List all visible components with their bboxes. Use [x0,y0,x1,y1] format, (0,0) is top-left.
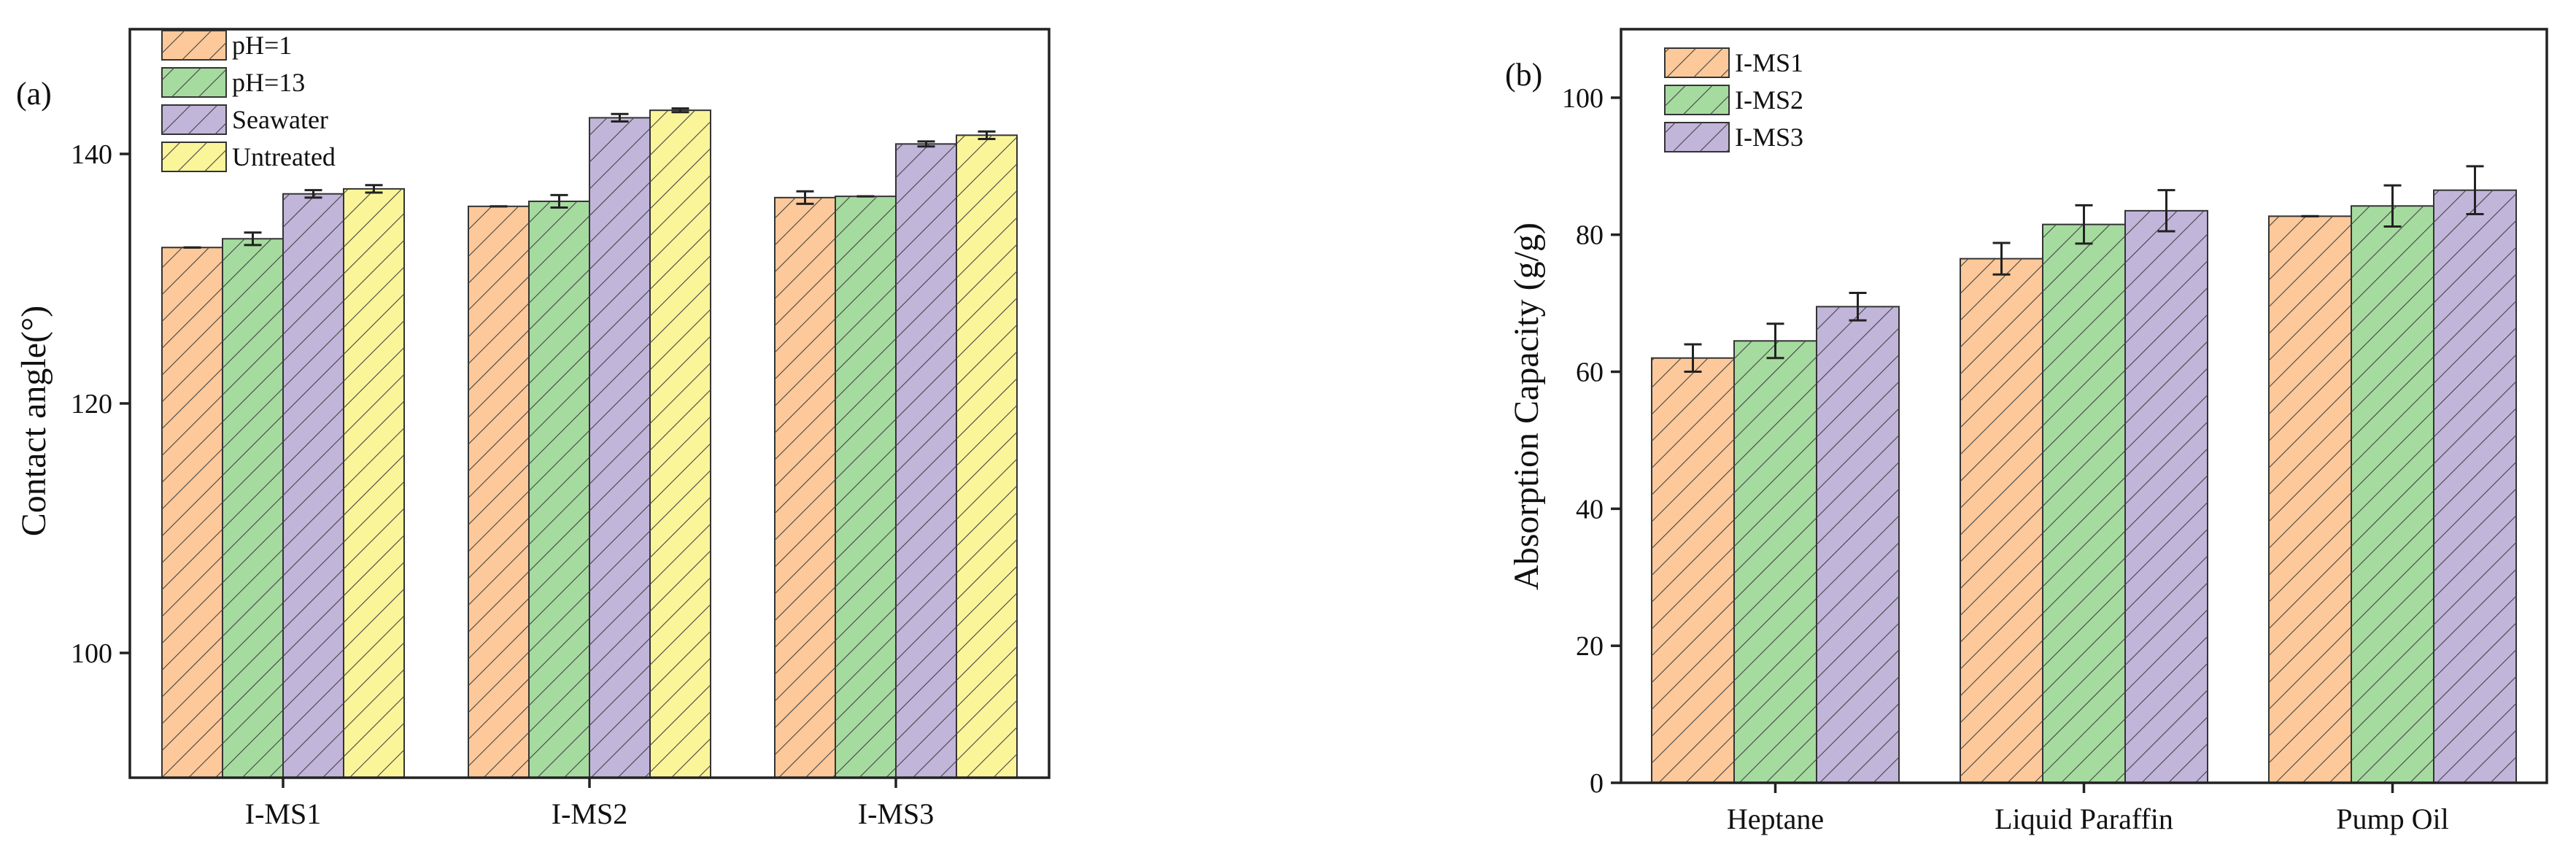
panel-a-bar-i-ms3-ph-1-error-bar [796,190,814,205]
panel-a-bar-i-ms1-untreated-hatch [344,188,404,778]
panel-b-plot-frame [1620,28,2548,784]
panel-b-bar-liquid-paraffin-i-ms3-hatch [2125,210,2208,783]
panel-a-bar-i-ms1-seawater-hatch [283,193,344,778]
panel-b-legend-swatch-hatch-i-ms1 [1665,48,1729,77]
panel-a-bar-i-ms2-seawater-hatch [589,117,650,778]
panel-a-legend-label-untreated: Untreated [232,142,336,171]
panel-a-bar-i-ms2-untreated-hatch [650,110,711,778]
panel-b-bar-pump-oil-i-ms1-hatch [2269,216,2351,783]
panel-b-x-tick-label-heptane: Heptane [1727,802,1824,835]
panel-b-y-tick-label-40: 40 [1576,494,1604,525]
panel-a-legend-swatch-hatch-ph-1 [162,31,226,60]
panel-b-bar-pump-oil-i-ms3-error-bar [2466,165,2484,216]
panel-a-bar-i-ms2-ph-13-error-bar [550,193,568,209]
panel-a-bar-i-ms3-ph-13-hatch [835,196,896,778]
panel-a-chart: (a) Contact angle(°) I-MS1 I-MS2 I-MS3 100 1… [15,28,1051,830]
panel-b-legend-label-i-ms1: I-MS1 [1735,48,1803,77]
panel-a-bar-i-ms1-seawater-error-bar [304,189,322,199]
panel-b-bar-liquid-paraffin-i-ms1-error-bar [1992,241,2011,276]
panel-a-bar-i-ms3-seawater-error-bar [917,140,935,148]
panel-a-bar-i-ms1-ph-13-hatch [223,239,283,778]
panel-b-bar-liquid-paraffin-i-ms3-error-bar [2157,189,2175,233]
panel-a-label: (a) [16,76,52,112]
panel-b-bar-pump-oil-i-ms2-error-bar [2383,184,2402,228]
panel-b-bar-heptane-i-ms1-hatch [1652,357,1734,783]
panel-b-label: (b) [1505,57,1542,93]
panel-b-bar-heptane-i-ms3-hatch [1817,306,1899,784]
panel-b-bar-pump-oil-i-ms3-hatch [2434,190,2516,783]
panel-a-bar-i-ms3-untreated-hatch [956,135,1017,778]
panel-b-x-tick-label-liquid-paraffin: Liquid Paraffin [1995,802,2173,835]
panel-a-y-tick-label-100: 100 [71,638,112,669]
panel-b-legend-label-i-ms3: I-MS3 [1735,123,1803,152]
panel-b-bar-heptane-i-ms1-error-bar [1684,343,1702,374]
panel-a-y-axis-title: Contact angle(°) [15,306,53,536]
panel-a-legend-swatch-hatch-seawater [162,105,226,134]
panel-a-bar-i-ms1-untreated-error-bar [365,184,383,194]
panel-b-legend-label-i-ms2: I-MS2 [1735,85,1803,115]
panel-a-bar-i-ms1-ph-1-hatch [162,247,223,778]
panel-a-bar-i-ms2-ph-13-hatch [529,201,589,778]
panel-a-y-tick-label-140: 140 [71,139,112,170]
panel-a-legend-label-ph-13: pH=13 [232,68,305,97]
panel-b-legend-swatch-hatch-i-ms3 [1665,123,1729,152]
panel-a-legend-swatch-hatch-ph-13 [162,68,226,97]
panel-b-bar-heptane-i-ms2-error-bar [1766,322,1784,360]
panel-b-chart: (b) Absorption Capacity (g/g) Heptane Liq… [1505,28,2548,835]
panel-b-x-tick-label-pump-oil: Pump Oil [2336,802,2448,835]
panel-a-bar-i-ms2-ph-1-hatch [468,206,529,778]
panel-b-y-tick-label-20: 20 [1576,631,1604,662]
panel-b-y-tick-label-100: 100 [1562,83,1604,114]
panel-a-bar-i-ms3-seawater-hatch [896,144,956,778]
panel-a-x-tick-label-i-ms3: I-MS3 [858,797,934,830]
panel-b-legend: I-MS1 I-MS2 I-MS3 [1664,47,1803,152]
panel-a-legend-label-seawater: Seawater [232,105,328,134]
panel-a-legend-label-ph-1: pH=1 [232,31,292,60]
panel-b-y-axis-title: Absorption Capacity (g/g) [1507,223,1546,590]
panel-b-bar-liquid-paraffin-i-ms2-hatch [2043,224,2125,784]
panel-b-y-tick-label-60: 60 [1576,357,1604,388]
panel-a-x-tick-label-i-ms2: I-MS2 [552,797,627,830]
panel-a-bar-i-ms1-ph-13-error-bar [244,231,262,247]
panel-a-bar-i-ms2-untreated-error-bar [671,107,689,114]
panel-b-bar-liquid-paraffin-i-ms1-hatch [1960,258,2043,783]
panel-b-y-tick-label-80: 80 [1576,220,1604,251]
panel-b-bar-liquid-paraffin-i-ms2-error-bar [2075,204,2093,245]
panel-a-legend-swatch-hatch-untreated [162,142,226,171]
panel-b-legend-swatch-hatch-i-ms2 [1665,85,1729,115]
panel-b-bar-heptane-i-ms2-hatch [1734,341,1817,783]
panel-b-bar-heptane-i-ms3-error-bar [1849,292,1867,322]
panel-a-x-tick-label-i-ms1: I-MS1 [245,797,321,830]
panel-b-y-tick-label-0: 0 [1590,768,1604,799]
panel-a-bar-i-ms2-seawater-error-bar [611,112,629,123]
panel-a-bar-i-ms3-untreated-error-bar [978,130,996,140]
panel-a-y-tick-label-120: 120 [71,389,112,419]
panel-b-bar-pump-oil-i-ms2-hatch [2351,206,2434,783]
panel-a-plot-frame [128,28,1051,779]
panel-a-bar-i-ms3-ph-1-hatch [775,197,835,778]
panel-a-legend: pH=1 pH=13 Seawater Untreated [161,30,336,172]
